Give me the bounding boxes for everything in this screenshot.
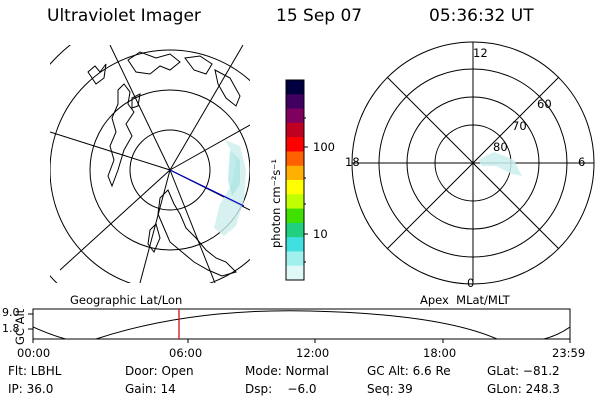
altitude-curve <box>33 310 570 339</box>
apex-lat-label-80: 80 <box>493 140 508 154</box>
geo-sun-line <box>169 169 245 207</box>
altitude-ytick-label-1: 1.8 <box>2 322 20 335</box>
altitude-xtick-label: 12:00 <box>296 346 330 360</box>
apex-lat-label-60: 60 <box>537 97 552 111</box>
geo-lat-circle <box>89 89 250 251</box>
geo-coastline <box>87 63 107 85</box>
colorbar-tick-label-100: 100 <box>313 140 335 154</box>
colorbar-frame <box>285 79 305 281</box>
colorbar-tick-label-10: 10 <box>313 227 328 241</box>
colorbar-swatch <box>286 108 304 124</box>
geo-coastline <box>184 55 213 75</box>
apex-mlt-label-6: 6 <box>578 155 586 169</box>
colorbar-swatch <box>286 122 304 138</box>
colorbar-swatch <box>286 265 304 281</box>
geo-meridian <box>139 169 171 283</box>
geo-meridian <box>169 45 244 171</box>
instrument-title: Ultraviolet Imager <box>47 6 201 26</box>
info-glon: GLon: 248.3 <box>487 382 560 396</box>
geo-meridian <box>50 131 171 171</box>
geo-meridian <box>59 169 171 271</box>
apex-diagonal <box>386 76 560 250</box>
apex-mlt-label-12: 12 <box>473 46 488 60</box>
info-ip: IP: 36.0 <box>8 382 54 396</box>
geographic-map <box>0 0 370 370</box>
date-label: 15 Sep 07 <box>276 6 363 26</box>
apex-aurora <box>478 152 522 176</box>
geo-coastline <box>147 223 161 253</box>
time-label: 05:36:32 UT <box>429 6 534 26</box>
colorbar <box>286 80 304 281</box>
info-gc-alt: GC Alt: 6.6 Re <box>367 364 451 378</box>
colorbar-swatch <box>286 180 304 195</box>
colorbar-swatch <box>286 251 304 267</box>
altitude-ytick-label-9: 9.0 <box>2 306 20 319</box>
colorbar-swatch <box>286 208 304 224</box>
geo-meridian <box>169 169 216 283</box>
colorbar-swatch <box>286 80 304 95</box>
apex-polar-plot <box>351 41 595 285</box>
colorbar-swatch <box>286 222 304 238</box>
altitude-xtick-label: 18:00 <box>423 346 457 360</box>
apex-lat-label-70: 70 <box>512 119 527 133</box>
geo-panel-label: Geographic Lat/Lon <box>70 293 183 307</box>
geo-aurora-core <box>228 150 240 196</box>
info-dsp: Dsp: −6.0 <box>245 382 317 396</box>
geo-lat-circle <box>0 0 370 370</box>
info-filter: Flt: LBHL <box>8 364 62 378</box>
altitude-xtick-label: 06:00 <box>169 346 203 360</box>
geo-coastline <box>157 189 237 277</box>
geo-lat-circle <box>50 49 250 283</box>
geo-meridian <box>109 45 171 171</box>
colorbar-unit-label: photon cm⁻²s⁻¹ <box>269 159 283 248</box>
altitude-xtick-label: 23:59 <box>552 346 586 360</box>
geo-coastline <box>107 83 135 188</box>
colorbar-swatch <box>286 94 304 110</box>
altitude-xticks <box>32 339 571 343</box>
colorbar-swatch <box>286 194 304 210</box>
colorbar-swatch <box>286 165 304 181</box>
info-gain: Gain: 14 <box>125 382 176 396</box>
geo-coastline <box>131 93 141 109</box>
geo-lat-circle <box>129 129 211 211</box>
geo-meridian <box>169 124 250 171</box>
apex-mlt-label-0: 0 <box>467 276 475 290</box>
info-seq: Seq: 39 <box>367 382 413 396</box>
apex-panel-label: Apex MLat/MLT <box>420 293 510 307</box>
apex-mlt-label-18: 18 <box>345 155 360 169</box>
geo-coastline <box>214 69 241 107</box>
altitude-xtick-label: 00:00 <box>17 346 51 360</box>
info-glat: GLat: −81.2 <box>487 364 560 378</box>
colorbar-swatch <box>286 137 304 152</box>
info-door: Door: Open <box>125 364 194 378</box>
colorbar-swatch <box>286 151 304 167</box>
geo-coastline <box>127 51 181 75</box>
colorbar-swatch <box>286 237 304 252</box>
altitude-frame <box>32 308 571 340</box>
info-mode: Mode: Normal <box>245 364 329 378</box>
